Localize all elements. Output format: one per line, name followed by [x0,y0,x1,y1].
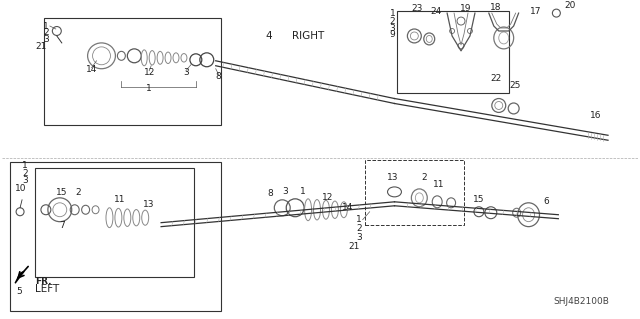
Text: 4: 4 [265,31,271,41]
Text: 13: 13 [387,174,398,182]
Text: 13: 13 [143,200,155,209]
Text: 1: 1 [22,160,28,170]
Text: 7: 7 [59,221,65,230]
Text: 23: 23 [412,4,423,13]
Text: 10: 10 [15,184,26,193]
Text: 22: 22 [490,74,501,83]
Text: 20: 20 [564,1,576,10]
Text: 21: 21 [348,242,360,251]
Text: 2: 2 [422,174,427,182]
Text: 17: 17 [530,7,541,16]
Text: 11: 11 [114,195,125,204]
Text: 19: 19 [460,4,472,13]
Bar [365,160,464,225]
Text: SHJ4B2100B: SHJ4B2100B [553,297,609,306]
Text: 1: 1 [390,9,396,18]
Text: 21: 21 [35,42,47,51]
Text: 2: 2 [22,168,28,177]
Text: 15: 15 [56,189,68,197]
Polygon shape [15,271,24,283]
Text: 14: 14 [342,203,353,212]
Text: 2: 2 [390,17,396,26]
Text: 1: 1 [300,187,306,197]
Text: 15: 15 [473,195,484,204]
Text: 3: 3 [22,176,28,185]
Text: 3: 3 [390,24,396,33]
Text: 25: 25 [509,81,520,90]
Text: 8: 8 [216,72,221,81]
Text: 2: 2 [44,28,49,37]
Text: 3: 3 [356,233,362,242]
Text: 2: 2 [356,224,362,233]
Text: 11: 11 [433,181,445,189]
Text: 1: 1 [356,215,362,224]
Text: 5: 5 [16,287,22,296]
Text: 3: 3 [43,35,49,44]
Text: 1: 1 [43,21,49,31]
Bar [397,11,509,93]
Text: RIGHT: RIGHT [292,31,324,41]
Text: 3: 3 [282,187,288,197]
Text: 9: 9 [390,30,396,40]
Text: 24: 24 [431,7,442,16]
Text: LEFT: LEFT [35,284,60,294]
Text: 18: 18 [490,3,502,12]
Text: 3: 3 [183,68,189,77]
Text: 8: 8 [268,189,273,198]
Text: 2: 2 [76,189,81,197]
Text: 6: 6 [543,197,549,206]
Text: 1: 1 [147,84,152,93]
Text: 14: 14 [86,65,97,74]
Text: FR.: FR. [35,277,51,286]
Text: 16: 16 [590,111,602,120]
Text: 12: 12 [323,193,333,202]
Bar [44,18,221,125]
Bar [35,168,194,277]
Text: 12: 12 [143,68,155,77]
Bar [10,162,221,311]
